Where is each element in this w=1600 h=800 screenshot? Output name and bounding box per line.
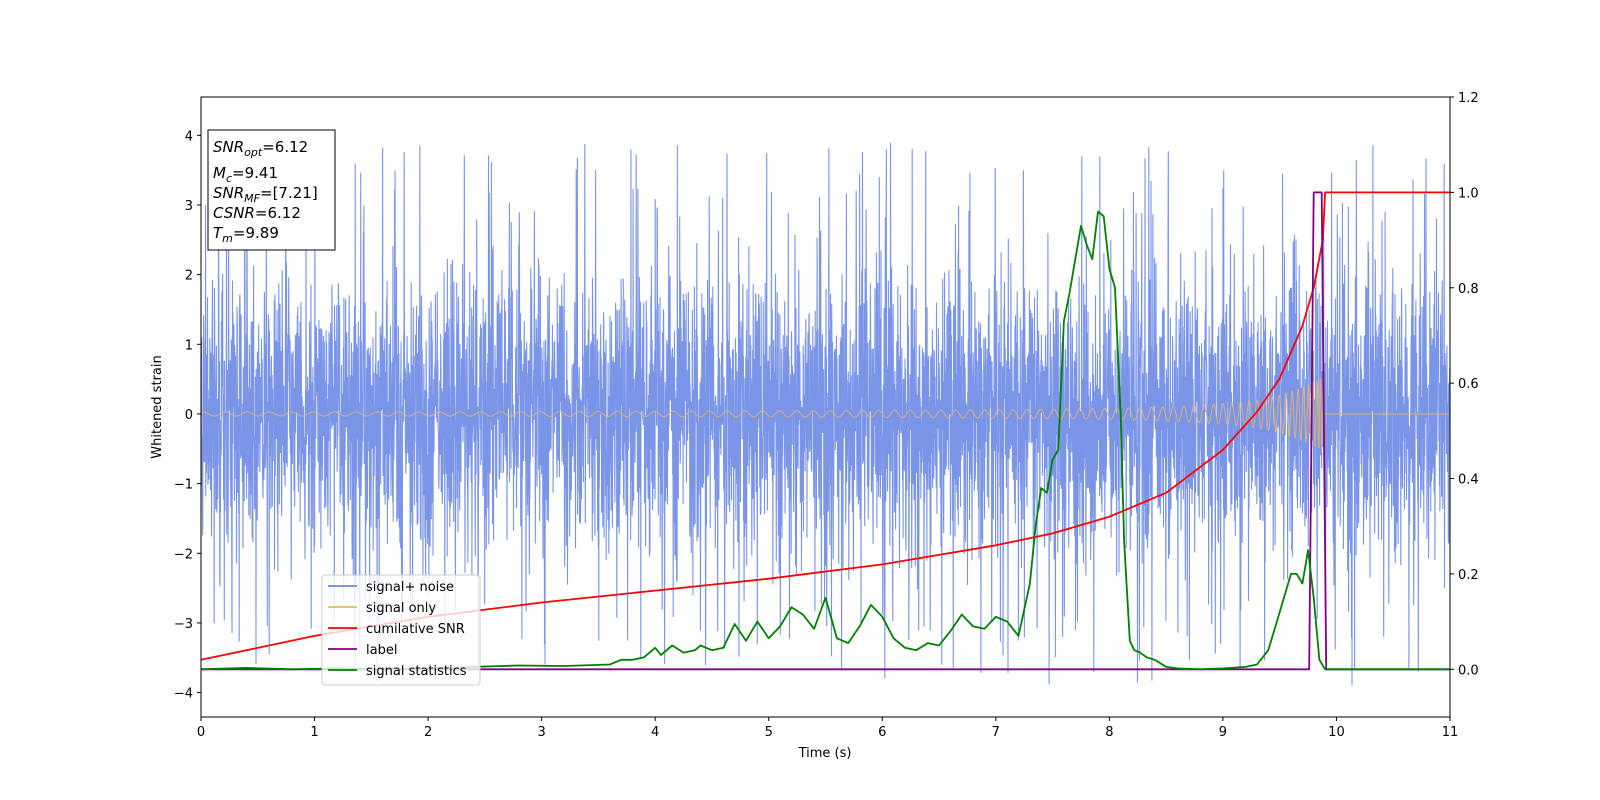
legend-entry-signal-only: signal only bbox=[328, 601, 436, 616]
x-tick-label-7: 7 bbox=[992, 725, 1000, 740]
annotation-line-snr-mf: SNRMF=[7.21] bbox=[213, 184, 318, 205]
y-left-tick-label--1: −1 bbox=[174, 478, 193, 493]
legend-entry-label: label bbox=[328, 643, 397, 658]
plot-frame bbox=[200, 96, 1451, 718]
y-left-tick-label--2: −2 bbox=[174, 547, 193, 562]
y-left-tick-label-0: 0 bbox=[185, 408, 193, 423]
y-left-tick-label--3: −3 bbox=[174, 617, 193, 632]
y-right-tick-label-0.6: 0.6 bbox=[1458, 377, 1479, 392]
x-tick-label-11: 11 bbox=[1442, 725, 1459, 740]
legend-frame bbox=[321, 574, 481, 686]
legend-entry-signal-statistics: signal statistics bbox=[328, 664, 467, 679]
annotation-frame bbox=[207, 129, 336, 251]
ticks-layer: 0 1 2 3 4 5 6 7 8 9 10 11 −4 −3 −2 −1 0 1 2 3 4 0.0 0.2 0.4 0.6 0… bbox=[174, 91, 1479, 740]
y-left-tick-label-3: 3 bbox=[185, 199, 193, 214]
x-tick-label-3: 3 bbox=[537, 725, 545, 740]
legend-label-cumulative-snr: cumilative SNR bbox=[366, 622, 465, 637]
series-cumulative-snr bbox=[201, 191, 1450, 661]
legend-label-signal-statistics: signal statistics bbox=[366, 664, 467, 679]
legend-entry-signal-noise: signal+ noise bbox=[328, 580, 454, 595]
y-left-tick-label--4: −4 bbox=[174, 687, 193, 702]
legend-label-signal-noise: signal+ noise bbox=[366, 580, 454, 595]
legend-label-label: label bbox=[366, 643, 397, 658]
legend: signal+ noise signal only cumilative SNR… bbox=[321, 574, 481, 686]
series-signal-statistics bbox=[201, 210, 1450, 671]
y-right-tick-label-1.0: 1.0 bbox=[1458, 186, 1479, 201]
x-tick-label-8: 8 bbox=[1105, 725, 1113, 740]
x-axis-label: Time (s) bbox=[798, 746, 852, 761]
x-tick-label-0: 0 bbox=[197, 725, 205, 740]
y-left-tick-label-4: 4 bbox=[185, 129, 193, 144]
x-tick-label-1: 1 bbox=[310, 725, 318, 740]
series-signal-noise bbox=[201, 142, 1450, 686]
annotation-line-csnr: CSNR=6.12 bbox=[213, 204, 301, 222]
x-tick-label-4: 4 bbox=[651, 725, 659, 740]
annotation-line-mc: Mc=9.41 bbox=[213, 164, 278, 185]
annotation-line-snr-opt: SNRopt=6.12 bbox=[213, 138, 308, 159]
y-right-tick-label-0.2: 0.2 bbox=[1458, 568, 1479, 583]
x-tick-label-5: 5 bbox=[765, 725, 773, 740]
y-right-tick-label-1.2: 1.2 bbox=[1458, 91, 1479, 106]
y-right-tick-label-0.4: 0.4 bbox=[1458, 473, 1479, 488]
legend-entry-cumulative-snr: cumilative SNR bbox=[328, 622, 465, 637]
y-left-tick-label-1: 1 bbox=[185, 338, 193, 353]
y-right-tick-label-0.0: 0.0 bbox=[1458, 663, 1479, 678]
y-axis-label: Whitened strain bbox=[150, 355, 165, 458]
annotation-line-tm: Tm=9.89 bbox=[213, 224, 279, 245]
y-right-tick-label-0.8: 0.8 bbox=[1458, 282, 1479, 297]
legend-label-signal-only: signal only bbox=[366, 601, 436, 616]
x-tick-label-10: 10 bbox=[1328, 725, 1345, 740]
annotation-box: SNRopt=6.12 Mc=9.41 SNRMF=[7.21] CSNR=6.… bbox=[207, 129, 336, 251]
series-signal-only bbox=[201, 376, 1450, 451]
x-tick-label-2: 2 bbox=[424, 725, 432, 740]
x-tick-label-6: 6 bbox=[878, 725, 886, 740]
series-layer bbox=[201, 142, 1450, 686]
y-left-tick-label-2: 2 bbox=[185, 269, 193, 284]
x-tick-label-9: 9 bbox=[1219, 725, 1227, 740]
